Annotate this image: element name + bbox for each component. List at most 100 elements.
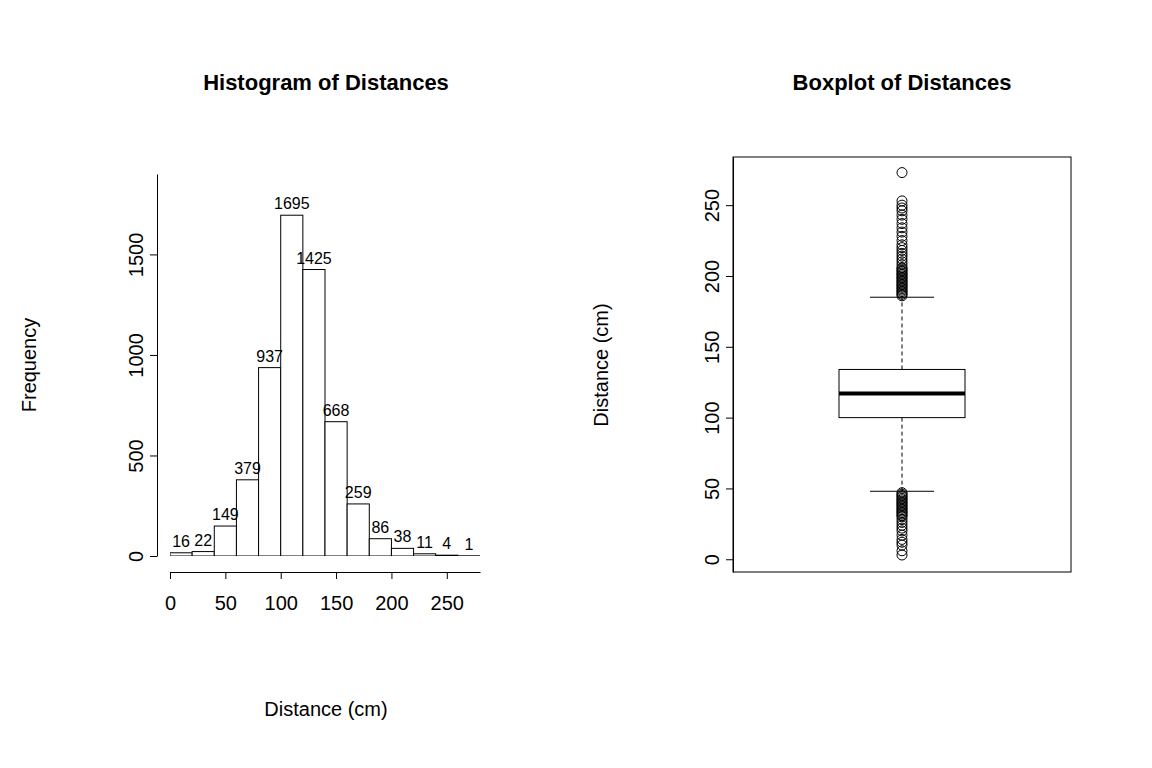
tick-label: 50 xyxy=(215,592,237,614)
chart-canvas: 1622149 379 937 1695 1425 668 259 86 3811 41 0 50 10… xyxy=(0,0,1152,768)
x-axis: 0 50 100 150 200 250 xyxy=(165,572,481,614)
outlier xyxy=(897,168,907,178)
bar xyxy=(391,548,413,556)
bar xyxy=(414,554,436,556)
tick-mark xyxy=(170,572,171,579)
outlier xyxy=(897,540,907,550)
outlier xyxy=(897,546,907,556)
data-label: 38 xyxy=(394,528,412,545)
whisker xyxy=(902,418,903,492)
tick-mark xyxy=(150,254,157,255)
bar xyxy=(325,422,347,556)
chart-title: Histogram of Distances xyxy=(203,70,449,95)
data-label: 11 xyxy=(416,534,433,551)
tick-mark xyxy=(150,455,157,456)
bar xyxy=(347,504,369,556)
tick: 250 xyxy=(701,189,733,222)
x-axis-title: Distance (cm) xyxy=(264,698,387,720)
tick: 500 xyxy=(125,439,157,472)
tick: 100 xyxy=(701,401,733,434)
tick-mark xyxy=(726,276,733,277)
plot-frame xyxy=(733,157,1071,572)
data-label: 16 xyxy=(172,533,190,550)
tick-mark xyxy=(726,559,733,560)
tick-label: 0 xyxy=(701,554,723,565)
bar xyxy=(214,526,236,556)
tick-label: 200 xyxy=(701,260,723,293)
tick: 50 xyxy=(215,572,237,614)
data-label: 1695 xyxy=(274,195,310,212)
data-labels: 1622149 379 937 1695 1425 668 259 86 3811 41 xyxy=(172,195,473,553)
tick-label: 200 xyxy=(375,592,408,614)
data-label: 4 xyxy=(442,535,451,552)
tick-label: 250 xyxy=(431,592,464,614)
whisker xyxy=(902,297,903,369)
tick-mark xyxy=(281,572,282,579)
tick-mark xyxy=(447,572,448,579)
outlier xyxy=(897,550,907,560)
tick: 0 xyxy=(701,554,733,565)
tick-mark xyxy=(726,418,733,419)
chart-title: Boxplot of Distances xyxy=(793,70,1012,95)
data-label: 1 xyxy=(464,536,473,553)
bars xyxy=(170,215,480,556)
tick-label: 1000 xyxy=(125,333,147,378)
bar xyxy=(436,555,458,556)
data-label: 937 xyxy=(256,348,283,365)
data-label: 22 xyxy=(194,532,212,549)
bar xyxy=(236,480,258,556)
tick-label: 250 xyxy=(701,189,723,222)
tick-mark xyxy=(150,556,157,557)
tick-label: 150 xyxy=(701,331,723,364)
outlier xyxy=(897,200,907,210)
y-axis-title: Frequency xyxy=(18,318,40,413)
axis-line xyxy=(733,158,734,573)
tick: 0 xyxy=(125,551,157,562)
tick-label: 1500 xyxy=(125,233,147,278)
tick: 1000 xyxy=(125,333,157,378)
y-axis-title: Distance (cm) xyxy=(590,303,612,426)
bar xyxy=(259,368,281,556)
data-label: 379 xyxy=(234,460,261,477)
tick-mark xyxy=(225,572,226,579)
bar xyxy=(458,555,480,556)
data-label: 668 xyxy=(323,402,350,419)
tick-label: 150 xyxy=(320,592,353,614)
tick-mark xyxy=(336,572,337,579)
tick-label: 0 xyxy=(125,551,147,562)
axis-line xyxy=(157,175,158,557)
tick-label: 100 xyxy=(265,592,298,614)
data-label: 86 xyxy=(371,519,389,536)
tick-label: 0 xyxy=(165,592,176,614)
tick: 150 xyxy=(701,331,733,364)
y-axis: 0 500 1000 1500 xyxy=(125,175,158,563)
tick: 200 xyxy=(701,260,733,293)
tick: 100 xyxy=(265,572,298,614)
tick-mark xyxy=(726,205,733,206)
tick: 0 xyxy=(165,572,176,614)
bar xyxy=(303,270,325,557)
tick-mark xyxy=(726,488,733,489)
bar xyxy=(192,552,214,556)
outlier xyxy=(897,196,907,206)
bar xyxy=(369,539,391,556)
tick: 250 xyxy=(431,572,464,614)
tick-label: 100 xyxy=(701,401,723,434)
tick: 1500 xyxy=(125,233,157,278)
box xyxy=(839,369,965,417)
data-label: 1425 xyxy=(296,250,332,267)
tick-mark xyxy=(391,572,392,579)
tick-label: 500 xyxy=(125,439,147,472)
tick: 150 xyxy=(320,572,353,614)
tick: 200 xyxy=(375,572,408,614)
tick-mark xyxy=(726,347,733,348)
axis-line xyxy=(171,572,481,573)
boxes xyxy=(839,168,965,560)
data-label: 149 xyxy=(212,506,239,523)
bar xyxy=(170,553,192,556)
tick-label: 50 xyxy=(701,478,723,500)
y-axis: 0 50 100 150 200 250 xyxy=(701,158,734,573)
tick: 50 xyxy=(701,478,733,500)
tick-mark xyxy=(150,355,157,356)
data-label: 259 xyxy=(345,484,372,501)
